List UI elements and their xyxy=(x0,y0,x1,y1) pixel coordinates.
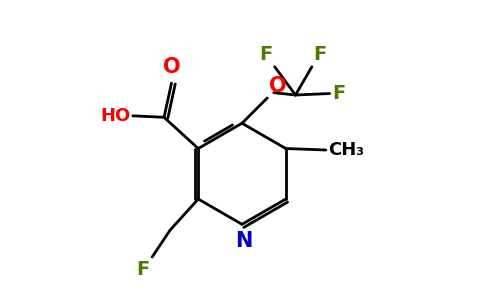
Text: O: O xyxy=(163,57,181,76)
Text: CH₃: CH₃ xyxy=(328,141,364,159)
Text: F: F xyxy=(259,45,272,64)
Text: O: O xyxy=(269,76,287,96)
Text: N: N xyxy=(235,231,252,251)
Text: HO: HO xyxy=(100,107,131,125)
Text: F: F xyxy=(332,84,345,103)
Text: F: F xyxy=(136,260,150,279)
Text: F: F xyxy=(313,45,327,64)
